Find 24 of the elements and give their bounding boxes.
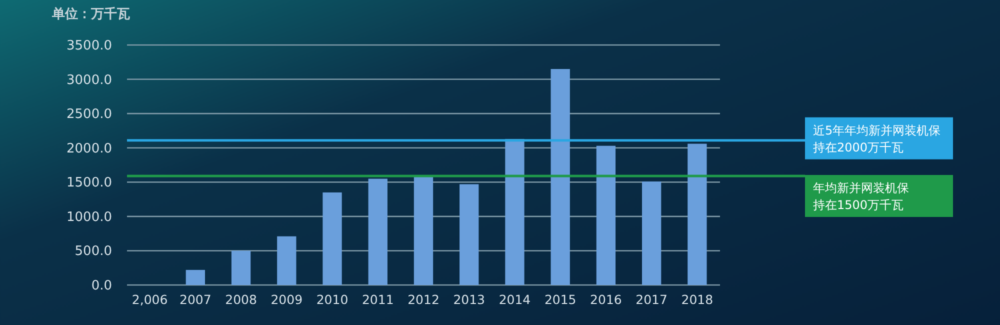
x-tick-label: 2016 (590, 292, 622, 307)
y-tick-label: 2500.0 (66, 107, 112, 122)
x-tick-label: 2014 (498, 292, 531, 307)
y-tick-label: 3000.0 (66, 72, 112, 88)
x-tick-label: 2017 (636, 292, 668, 307)
x-tick-label: 2,006 (132, 292, 168, 307)
x-tick-label: 2010 (316, 292, 348, 307)
y-tick-label: 1500.0 (66, 176, 112, 191)
y-tick-label: 500.0 (74, 244, 112, 260)
y-tick-label: 1000.0 (66, 210, 112, 225)
x-tick-label: 2018 (681, 292, 714, 307)
x-tick-label: 2011 (362, 292, 394, 307)
x-tick-label: 2007 (180, 292, 212, 307)
y-axis-title: 单位：万千瓦 (51, 6, 130, 22)
ref-line-label: 年均新并网装机保持在1500万千瓦 (813, 180, 909, 212)
y-tick-label: 2000.0 (66, 141, 112, 156)
x-tick-label: 2009 (270, 292, 303, 307)
y-tick-label: 3500.0 (66, 38, 112, 54)
x-tick-label: 2008 (225, 292, 257, 307)
x-tick-label: 2015 (544, 292, 576, 307)
y-tick-label: 0.0 (91, 278, 112, 294)
x-tick-label: 2012 (408, 292, 440, 307)
x-tick-label: 2013 (453, 292, 486, 307)
ref-line-label: 近5年年均新并网装机保持在2000万千瓦 (813, 123, 941, 154)
